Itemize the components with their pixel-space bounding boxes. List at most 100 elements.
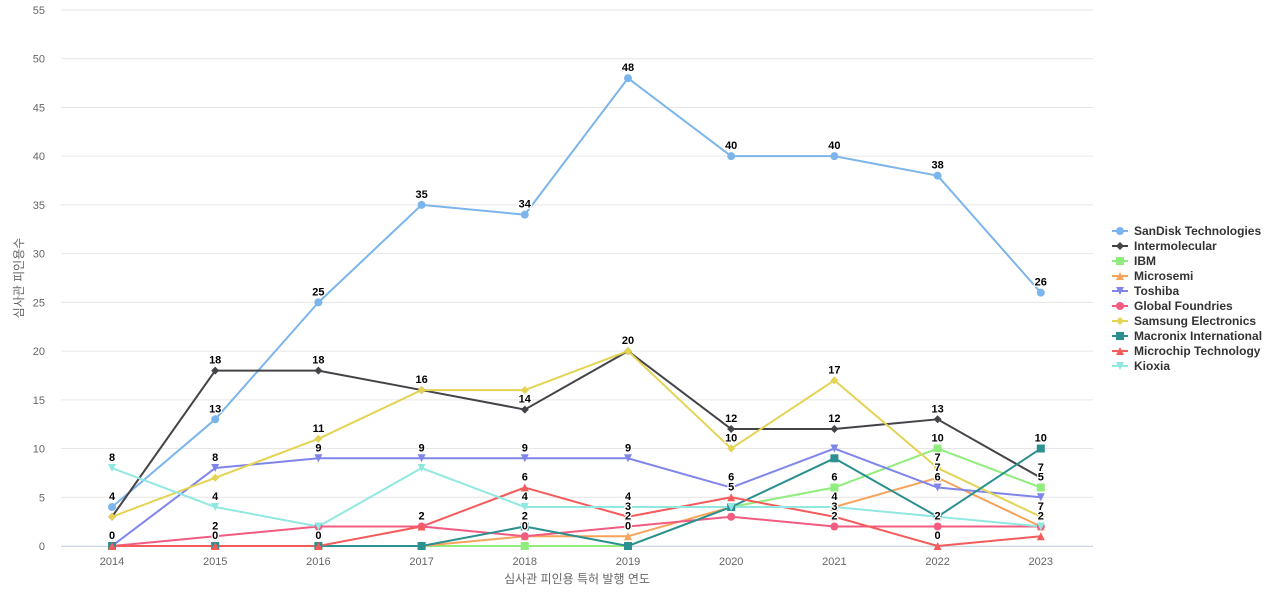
- data-point[interactable]: [624, 503, 632, 512]
- data-point[interactable]: [830, 483, 839, 492]
- legend-item[interactable]: Kioxia: [1112, 358, 1262, 373]
- data-point[interactable]: [830, 454, 839, 463]
- series-line[interactable]: [111, 515, 1041, 547]
- legend-marker[interactable]: [1116, 241, 1124, 250]
- legend-item[interactable]: Microchip Technology: [1112, 343, 1262, 358]
- data-point[interactable]: [520, 454, 529, 463]
- legend-item[interactable]: Intermolecular: [1112, 238, 1262, 253]
- legend-item[interactable]: Toshiba: [1112, 283, 1262, 298]
- legend-marker[interactable]: [1116, 271, 1124, 280]
- data-point[interactable]: [211, 503, 220, 512]
- data-point[interactable]: [624, 512, 632, 521]
- data-point[interactable]: [727, 152, 736, 161]
- data-point[interactable]: [520, 210, 529, 219]
- data-point[interactable]: [520, 522, 529, 531]
- data-point[interactable]: [830, 152, 839, 161]
- data-point[interactable]: [211, 366, 220, 375]
- data-point[interactable]: [830, 522, 839, 531]
- legend-item[interactable]: Samsung Electronics: [1112, 313, 1262, 328]
- legend-item[interactable]: Macronix International: [1112, 328, 1262, 343]
- data-point[interactable]: [314, 434, 323, 443]
- data-point[interactable]: [624, 522, 632, 531]
- data-point[interactable]: [1036, 288, 1045, 297]
- data-point[interactable]: [314, 542, 323, 550]
- data-point[interactable]: [417, 522, 426, 531]
- series-line[interactable]: [111, 467, 1041, 528]
- data-point[interactable]: [624, 542, 632, 550]
- data-point[interactable]: [933, 464, 942, 473]
- data-point[interactable]: [933, 542, 942, 550]
- data-point[interactable]: [1036, 532, 1045, 541]
- data-point[interactable]: [727, 493, 736, 502]
- legend-item[interactable]: IBM: [1112, 253, 1262, 268]
- data-point[interactable]: [417, 454, 426, 463]
- series-line[interactable]: [111, 350, 1042, 518]
- data-point[interactable]: [417, 386, 426, 395]
- data-point[interactable]: [727, 444, 736, 453]
- legend-item[interactable]: Microsemi: [1112, 268, 1262, 283]
- data-point[interactable]: [314, 298, 323, 307]
- data-point[interactable]: [211, 473, 220, 482]
- data-point[interactable]: [211, 542, 220, 550]
- data-point[interactable]: [727, 425, 736, 434]
- series-line[interactable]: [111, 350, 1042, 518]
- data-point[interactable]: [830, 425, 839, 434]
- legend-item[interactable]: SanDisk Technologies: [1112, 223, 1262, 238]
- data-point[interactable]: [520, 503, 529, 512]
- data-point[interactable]: [314, 454, 323, 463]
- data-point[interactable]: [314, 522, 323, 531]
- data-point[interactable]: [520, 483, 529, 492]
- data-point[interactable]: [108, 464, 116, 473]
- data-point[interactable]: [624, 532, 632, 541]
- series-line[interactable]: [111, 447, 1041, 547]
- legend-marker[interactable]: [1116, 361, 1124, 370]
- data-point[interactable]: [624, 454, 632, 463]
- legend-item[interactable]: Global Foundries: [1112, 298, 1262, 313]
- data-point[interactable]: [933, 444, 942, 453]
- data-point[interactable]: [1036, 522, 1045, 531]
- data-point[interactable]: [830, 376, 839, 385]
- legend-marker[interactable]: [1116, 301, 1124, 310]
- data-point[interactable]: [1036, 493, 1045, 502]
- data-point[interactable]: [933, 415, 942, 424]
- data-point[interactable]: [108, 542, 116, 550]
- legend-marker[interactable]: [1116, 226, 1124, 235]
- data-point[interactable]: [520, 532, 529, 541]
- series-line[interactable]: [112, 486, 1041, 547]
- data-point[interactable]: [933, 473, 942, 482]
- data-point[interactable]: [727, 503, 736, 512]
- data-point[interactable]: [211, 532, 220, 541]
- data-point[interactable]: [417, 464, 426, 473]
- data-point[interactable]: [108, 512, 116, 521]
- data-point[interactable]: [1036, 444, 1045, 453]
- data-point[interactable]: [933, 483, 942, 492]
- data-point[interactable]: [1036, 473, 1045, 482]
- data-point[interactable]: [830, 444, 839, 453]
- data-point[interactable]: [624, 347, 632, 356]
- data-point[interactable]: [211, 464, 220, 473]
- legend-marker[interactable]: [1116, 286, 1124, 295]
- data-point[interactable]: [727, 483, 736, 492]
- legend-marker[interactable]: [1116, 331, 1124, 340]
- data-point[interactable]: [624, 74, 632, 83]
- data-point[interactable]: [933, 171, 942, 180]
- legend-marker[interactable]: [1116, 346, 1124, 355]
- legend-marker[interactable]: [1116, 316, 1124, 325]
- data-point[interactable]: [417, 542, 426, 550]
- data-point[interactable]: [314, 366, 323, 375]
- data-point[interactable]: [211, 415, 220, 424]
- data-point[interactable]: [520, 542, 529, 550]
- data-point[interactable]: [520, 386, 529, 395]
- data-point[interactable]: [727, 512, 736, 521]
- data-point[interactable]: [108, 503, 116, 512]
- data-point[interactable]: [933, 522, 942, 531]
- series-line[interactable]: [111, 77, 1042, 508]
- data-point[interactable]: [1036, 512, 1045, 521]
- data-point[interactable]: [830, 512, 839, 521]
- data-point[interactable]: [830, 503, 839, 512]
- data-point[interactable]: [933, 512, 942, 521]
- data-point[interactable]: [417, 200, 426, 209]
- legend-marker[interactable]: [1116, 256, 1124, 265]
- data-point[interactable]: [1036, 483, 1045, 492]
- data-point[interactable]: [520, 405, 529, 414]
